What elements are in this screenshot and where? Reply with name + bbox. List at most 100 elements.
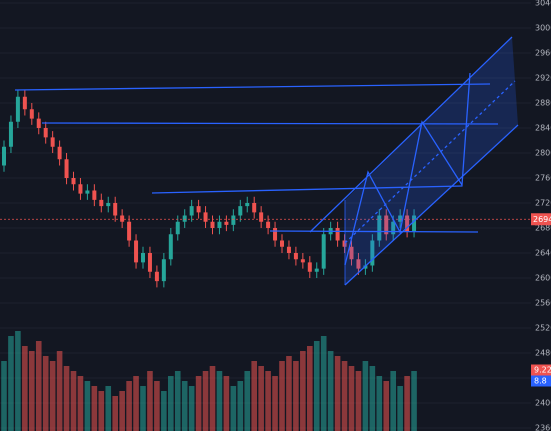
candle-body	[120, 215, 125, 222]
volume-bar	[397, 386, 403, 431]
drawings	[14, 36, 519, 286]
volume-bar	[307, 346, 313, 431]
y-tick-label: 2400	[535, 399, 551, 408]
candle-body	[273, 228, 278, 241]
channel-fill	[345, 37, 518, 285]
candle-body	[238, 206, 243, 216]
last-price-label: 2694	[533, 215, 551, 224]
y-tick-label: 2960	[535, 49, 551, 58]
candle-body	[50, 137, 55, 147]
volume-bar	[154, 381, 160, 431]
candle-body	[203, 212, 208, 222]
y-tick-label: 2640	[535, 249, 551, 258]
candle-body	[314, 268, 319, 272]
candle-body	[363, 265, 368, 269]
candle-body	[141, 253, 145, 263]
volume-bar	[84, 381, 91, 431]
y-tick-label: 2480	[535, 349, 551, 358]
volume-bar	[293, 361, 299, 431]
candle-body	[335, 228, 340, 241]
h-line	[14, 83, 491, 91]
last-price-box	[531, 213, 551, 226]
volume-label: 9.22	[534, 366, 551, 375]
candle-body	[259, 212, 264, 222]
y-tick-label: 2880	[535, 99, 551, 108]
candle-body	[356, 259, 361, 269]
volume-bar	[320, 336, 327, 431]
candle-body	[57, 146, 62, 160]
volume-bar	[77, 376, 84, 431]
volume-bar	[411, 371, 417, 431]
volume-bar	[119, 391, 125, 431]
volume-bar	[223, 376, 230, 431]
y-tick-label: 3000	[535, 24, 551, 33]
h-line	[269, 230, 479, 233]
candle-body	[210, 221, 215, 228]
volume-bar	[390, 371, 396, 431]
volume-bar	[29, 351, 35, 431]
candle-body	[189, 206, 194, 216]
volume-bar	[42, 356, 49, 431]
candle-body	[43, 128, 48, 138]
channel-lower	[344, 124, 519, 286]
y-tick-label: 3040	[535, 0, 551, 8]
candle-body	[370, 240, 375, 266]
volume-label-box	[531, 375, 551, 387]
candle-body	[99, 199, 104, 207]
candle-body	[147, 253, 152, 272]
y-tick-label: 2520	[535, 324, 551, 333]
candle-body	[300, 259, 305, 263]
candle-body	[245, 203, 250, 207]
candle-body	[168, 234, 173, 260]
volume-bar	[209, 366, 216, 431]
y-tick-label: 2760	[535, 174, 551, 183]
volume-bar	[168, 376, 174, 431]
volume-bar	[272, 376, 278, 431]
candle-body	[293, 253, 298, 260]
volume-bar	[49, 361, 56, 431]
volume-bar	[279, 361, 285, 431]
candle-body	[134, 240, 139, 263]
candle-body	[266, 221, 271, 228]
candle-body	[2, 146, 6, 166]
volume-bar	[133, 376, 139, 431]
volume-bar	[286, 356, 292, 431]
candle-body	[127, 221, 132, 241]
volume-bar	[56, 351, 63, 431]
volume-bar	[341, 361, 348, 431]
candle-body	[349, 246, 354, 260]
volume-label-box	[531, 364, 551, 376]
candle-body	[22, 96, 27, 110]
volume-bar	[300, 351, 306, 431]
candle-body	[15, 96, 20, 122]
y-tick-label: 2840	[535, 124, 551, 133]
candle-body	[196, 206, 201, 213]
volume-bar	[195, 376, 202, 431]
volume-bar	[334, 356, 341, 431]
volume-bar	[147, 371, 153, 431]
candle-body	[391, 221, 396, 235]
candle-body	[182, 215, 187, 222]
volume-bar	[22, 346, 28, 431]
volume-bar	[216, 371, 223, 431]
y-tick-label: 2680	[535, 224, 551, 233]
candle-body	[280, 240, 284, 247]
candle-body	[29, 109, 34, 119]
candle-body	[106, 203, 111, 207]
volume-pane	[1, 331, 417, 431]
volume-bar	[265, 371, 271, 431]
volume-bar	[15, 331, 21, 431]
zigzag	[344, 72, 471, 266]
volume-bar	[251, 361, 257, 431]
y-tick-label: 2920	[535, 74, 551, 83]
candle-body	[36, 118, 41, 128]
volume-bar	[355, 371, 362, 431]
volume-bar	[258, 366, 264, 431]
volume-bar	[202, 371, 209, 431]
volume-bar	[230, 386, 237, 431]
volume-bar	[140, 386, 146, 431]
candle-body	[405, 215, 410, 232]
candle-body	[175, 221, 180, 235]
